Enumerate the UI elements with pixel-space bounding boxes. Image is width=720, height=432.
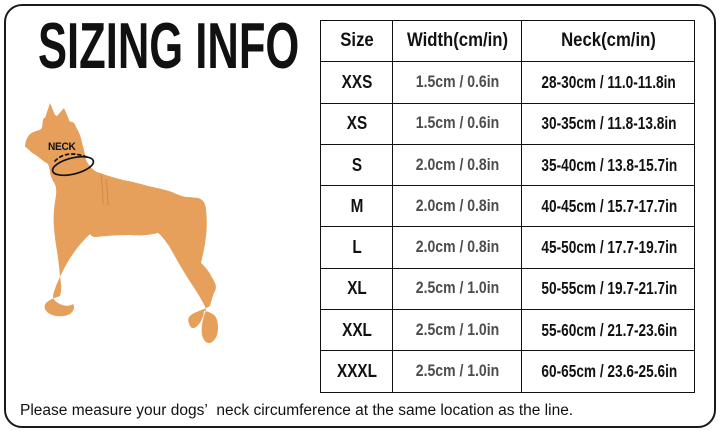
svg-text:NECK: NECK [48,141,76,153]
